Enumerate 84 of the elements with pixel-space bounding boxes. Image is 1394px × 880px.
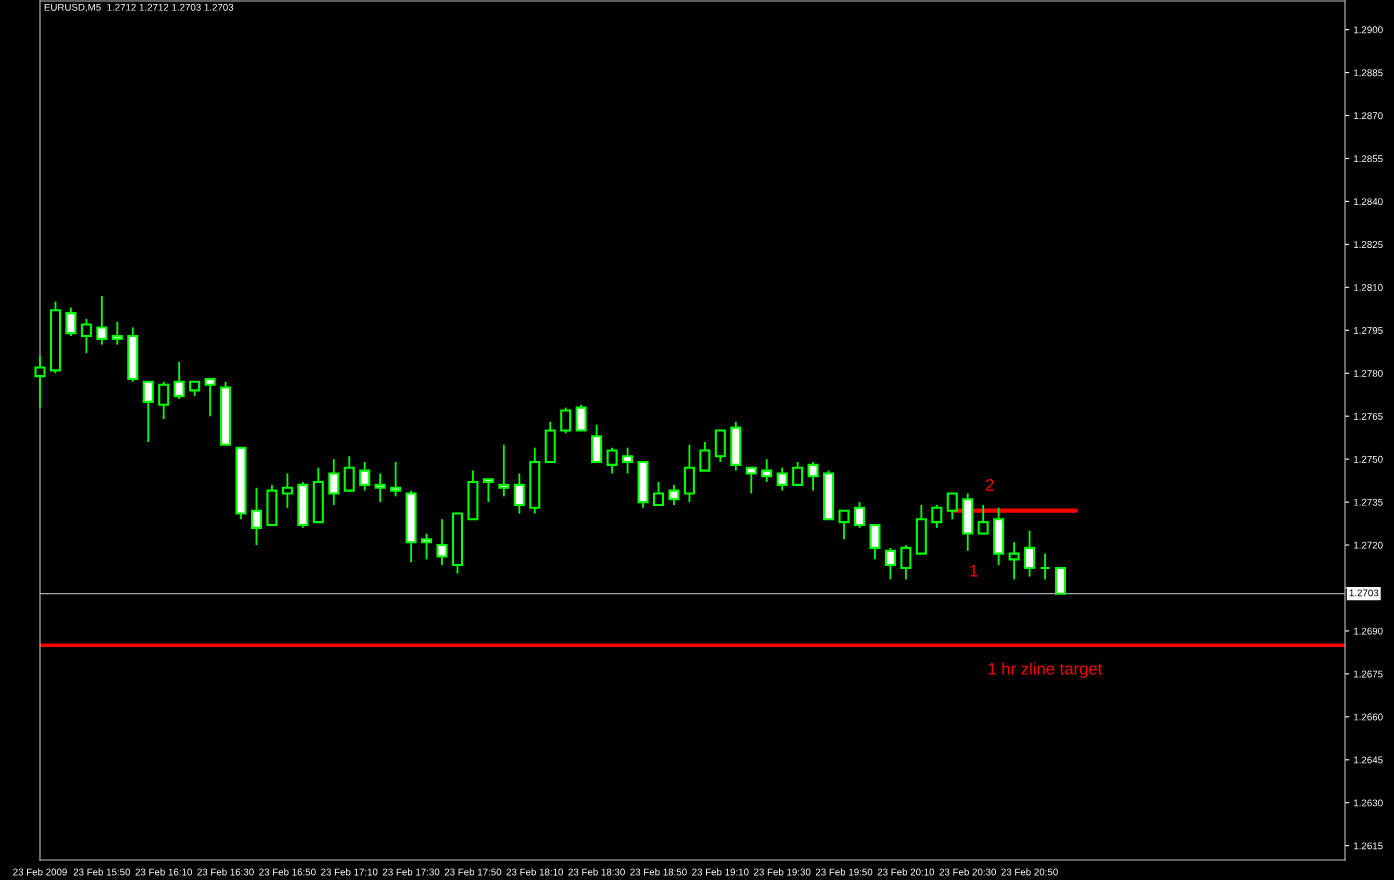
x-tick-label: 23 Feb 19:50	[815, 868, 873, 876]
candlestick	[699, 441, 711, 472]
x-tick-label: 23 Feb 16:10	[135, 868, 192, 876]
candlestick	[111, 320, 123, 346]
candlestick	[1024, 529, 1036, 578]
candlestick	[328, 458, 340, 506]
y-tick-label: 1.2735	[1354, 498, 1383, 506]
y-tick-label: 1.2720	[1354, 541, 1383, 549]
candlestick	[977, 504, 989, 535]
y-tick-label: 1.2885	[1354, 69, 1383, 77]
candlestick	[1008, 541, 1020, 581]
candlestick	[482, 478, 494, 503]
y-tick-label: 1.2810	[1354, 284, 1383, 291]
x-tick-label: 23 Feb 20:50	[1001, 868, 1058, 876]
y-tick-label: 1.2750	[1354, 455, 1383, 463]
y-tick-label: 1.2765	[1354, 412, 1383, 420]
x-tick-label: 23 Feb 16:30	[197, 868, 254, 876]
y-tick-label: 1.2630	[1354, 799, 1383, 807]
y-tick-label: 1.2825	[1354, 241, 1383, 248]
chart-title: EURUSD,M5 1.2712 1.2712 1.2703 1.2703	[44, 3, 234, 12]
annotation: 1	[970, 565, 978, 577]
candlestick	[65, 306, 77, 337]
candlestick	[606, 446, 618, 475]
candlestick	[652, 481, 665, 506]
candlestick	[513, 472, 525, 515]
candlestick	[359, 461, 371, 492]
y-tick-label: 1.2780	[1354, 369, 1383, 377]
candlestick	[498, 443, 510, 498]
candlestick	[158, 380, 170, 420]
candlestick	[931, 504, 943, 529]
candlestick	[96, 295, 108, 346]
x-tick-label: 23 Feb 17:30	[382, 868, 440, 876]
candlestick	[761, 458, 773, 483]
candlestick	[250, 486, 262, 546]
candlestick	[792, 461, 804, 486]
x-tick-label: 23 Feb 18:30	[568, 868, 625, 876]
candlestick	[390, 461, 402, 498]
x-tick-label: 23 Feb 20:10	[877, 868, 935, 876]
candlestick	[838, 509, 850, 541]
candlestick	[807, 461, 819, 492]
candlestick	[884, 546, 896, 581]
candlestick	[343, 455, 355, 492]
x-tick-label: 23 Feb 20:30	[939, 868, 996, 876]
x-tick-label: 23 Feb 19:10	[692, 868, 749, 876]
y-tick-label: 1.2690	[1354, 627, 1383, 635]
candlestick	[80, 317, 92, 355]
x-tick-label: 23 Feb 2009	[13, 868, 67, 876]
candlestick	[776, 466, 788, 492]
ref-line-label: 1 hr zline target	[988, 662, 1103, 678]
candlestick	[668, 483, 680, 506]
candlestick	[421, 532, 433, 561]
x-tick-label: 23 Feb 15:50	[73, 868, 131, 876]
candlestick	[745, 466, 757, 495]
candlestick	[853, 501, 866, 529]
x-tick-label: 23 Feb 17:50	[444, 868, 502, 876]
x-tick-label: 23 Feb 18:50	[630, 868, 687, 876]
ref-line-label: 1.2703	[1349, 589, 1379, 597]
y-tick-label: 1.2900	[1354, 26, 1383, 34]
x-tick-label: 23 Feb 16:50	[259, 868, 316, 876]
candlestick	[204, 377, 216, 418]
y-tick-label: 1.2660	[1354, 713, 1383, 721]
y-tick-label: 1.2840	[1354, 198, 1383, 206]
candlestick	[869, 523, 881, 561]
candlestick	[34, 355, 46, 409]
y-tick-label: 1.2615	[1354, 842, 1383, 850]
x-tick-label: 23 Feb 17:10	[321, 868, 378, 876]
candlestick	[575, 403, 587, 432]
candlestick	[281, 472, 293, 509]
candlestick	[436, 518, 448, 566]
candlestick	[622, 446, 634, 475]
y-tick-label: 1.2645	[1354, 756, 1383, 764]
candlestick	[374, 472, 386, 503]
candlestick	[560, 406, 572, 435]
candlestick	[173, 360, 185, 400]
y-tick-label: 1.2870	[1354, 112, 1383, 120]
candlestick	[900, 544, 912, 581]
annotation: 2	[985, 479, 994, 491]
x-tick-label: 23 Feb 19:30	[754, 868, 811, 876]
y-tick-label: 1.2675	[1354, 670, 1383, 678]
y-tick-label: 1.2855	[1354, 155, 1383, 163]
candlestick	[142, 380, 154, 443]
candlestick	[946, 492, 958, 521]
y-tick-label: 1.2795	[1354, 327, 1383, 334]
x-tick-label: 23 Feb 18:10	[506, 868, 564, 876]
